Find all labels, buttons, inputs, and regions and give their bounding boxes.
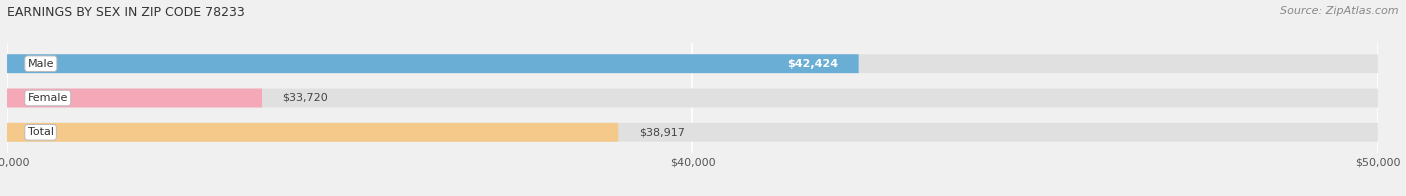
- FancyBboxPatch shape: [7, 89, 262, 107]
- FancyBboxPatch shape: [7, 54, 859, 73]
- Text: $33,720: $33,720: [283, 93, 329, 103]
- FancyBboxPatch shape: [7, 54, 1378, 73]
- Text: Male: Male: [28, 59, 53, 69]
- Text: $38,917: $38,917: [638, 127, 685, 137]
- FancyBboxPatch shape: [7, 123, 619, 142]
- Text: EARNINGS BY SEX IN ZIP CODE 78233: EARNINGS BY SEX IN ZIP CODE 78233: [7, 6, 245, 19]
- FancyBboxPatch shape: [7, 123, 1378, 142]
- Text: Female: Female: [28, 93, 67, 103]
- Text: Source: ZipAtlas.com: Source: ZipAtlas.com: [1281, 6, 1399, 16]
- Text: $42,424: $42,424: [787, 59, 838, 69]
- Text: Total: Total: [28, 127, 53, 137]
- FancyBboxPatch shape: [7, 89, 1378, 107]
